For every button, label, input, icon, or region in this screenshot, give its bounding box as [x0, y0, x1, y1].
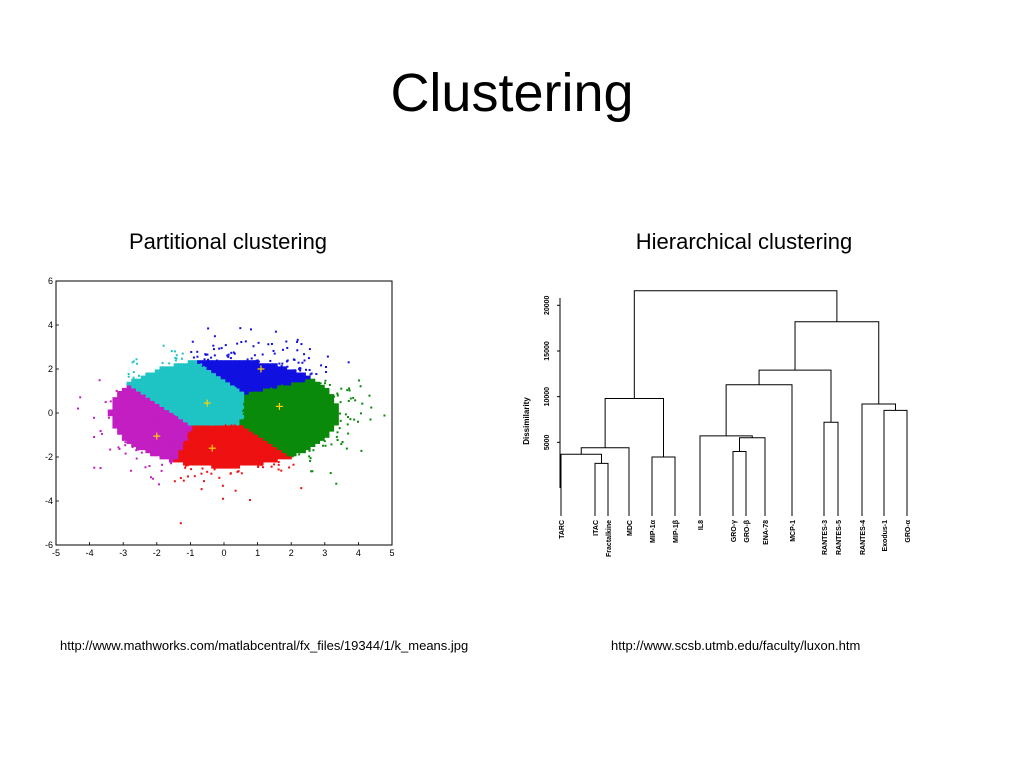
dendrogram-y-ticks: 5000 10000 15000 20000: [544, 295, 560, 450]
dendrogram-link: [725, 384, 793, 516]
dendrogram-link: [739, 437, 766, 516]
y-tick-label: 4: [48, 320, 53, 330]
partitional-source-link[interactable]: http://www.mathworks.com/matlabcentral/f…: [60, 638, 469, 653]
dendrogram-leaf-label: GRO-α: [905, 519, 912, 542]
centroid-marker: [153, 432, 161, 440]
dendrogram-leaf-label: RANTES-3: [822, 520, 829, 555]
dendrogram-y-axis-label: Dissimilarity: [522, 397, 531, 445]
x-tick-label: 0: [221, 548, 226, 558]
x-tick-label: -2: [153, 548, 161, 558]
dendrogram-leaf-labels: TARC ITAC Fractalkine MDC MIP-1α MIP-1β IL8 GRO…: [559, 519, 912, 557]
dendrogram-link: [651, 456, 676, 516]
y-axis-ticks: 6 4 2 0 -2 -4 -6: [45, 276, 59, 550]
x-tick-label: 4: [356, 548, 361, 558]
x-tick-label: -3: [119, 548, 127, 558]
centroid-markers: [153, 365, 283, 452]
y-tick-label: -4: [45, 496, 53, 506]
dendrogram-link: [732, 450, 747, 516]
dendrogram-leaf-label: ITAC: [593, 520, 600, 536]
dendrogram-link: [758, 369, 832, 423]
dendrogram-leaf-label: RANTES-4: [860, 520, 867, 555]
dendrogram-link: [594, 462, 609, 516]
dendrogram-link: [883, 409, 908, 516]
dendrogram-leaf-label: Fractalkine: [606, 520, 613, 557]
dendrogram-leaf-label: MIP-1β: [673, 519, 680, 543]
x-axis-ticks: -5 -4 -3 -2 -1 0 1 2 3 4 5: [52, 542, 395, 558]
dendrogram-y-tick-label: 10000: [544, 387, 551, 407]
dendrogram-link: [699, 435, 753, 516]
hierarchical-source-link[interactable]: http://www.scsb.utmb.edu/faculty/luxon.h…: [611, 638, 861, 653]
dendrogram-y-tick-label: 20000: [544, 295, 551, 315]
dendrogram-leaf-label: RANTES-5: [836, 520, 843, 555]
y-tick-label: -2: [45, 452, 53, 462]
slide-title: Clustering: [390, 63, 634, 123]
partitional-clustering-heading: Partitional clustering: [128, 229, 328, 254]
dendrogram: Dissimilarity 5000 10000 15000 20000 TARC IT…: [522, 290, 912, 557]
x-tick-label: -4: [86, 548, 94, 558]
y-tick-label: 6: [48, 276, 53, 286]
dendrogram-y-tick-label: 5000: [544, 434, 551, 450]
y-tick-label: 2: [48, 364, 53, 374]
centroid-marker: [203, 399, 211, 407]
dendrogram-leaf-label: TARC: [559, 520, 566, 539]
x-tick-label: -1: [186, 548, 194, 558]
dendrogram-y-tick-label: 15000: [544, 341, 551, 361]
dendrogram-leaf-label: GRO-β: [744, 519, 751, 542]
dendrogram-leaf-label: Exodus-1: [882, 520, 889, 552]
dendrogram-leaf-label: ENA-78: [763, 520, 770, 545]
centroid-marker: [208, 444, 216, 452]
x-tick-label: 5: [389, 548, 394, 558]
dendrogram-leaf-label: MCP-1: [790, 520, 797, 542]
dendrogram-leaf-label: GRO-γ: [731, 520, 738, 542]
dendrogram-link: [861, 403, 896, 516]
y-tick-label: -6: [45, 540, 53, 550]
dendrogram-link: [580, 447, 630, 516]
centroid-marker: [275, 402, 283, 410]
hierarchical-clustering-heading: Hierarchical clustering: [635, 229, 853, 254]
dendrogram-link: [560, 453, 602, 516]
dendrogram-leaf-label: MIP-1α: [650, 519, 657, 543]
y-tick-label: 0: [48, 408, 53, 418]
dendrogram-link: [794, 321, 880, 404]
dendrogram-leaf-label: IL8: [698, 520, 705, 530]
dendrogram-links: [560, 290, 908, 516]
kmeans-scatter-plot: -5 -4 -3 -2 -1 0 1 2 3 4 5 6 4 2 0 -2 -4 -6: [45, 276, 395, 558]
x-tick-label: 1: [255, 548, 260, 558]
x-tick-label: 2: [289, 548, 294, 558]
x-tick-label: -5: [52, 548, 60, 558]
x-tick-label: 3: [322, 548, 327, 558]
dendrogram-link: [633, 290, 838, 399]
centroid-marker: [257, 365, 265, 373]
dendrogram-link: [604, 397, 664, 457]
dendrogram-leaf-label: MDC: [627, 520, 634, 536]
dendrogram-link: [823, 421, 839, 516]
